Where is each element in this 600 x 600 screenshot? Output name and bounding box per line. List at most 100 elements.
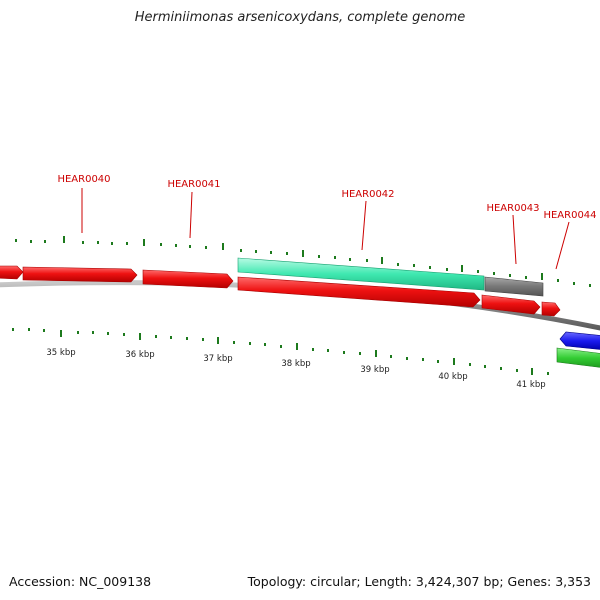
tick (509, 274, 511, 277)
tick (186, 337, 188, 340)
gene-track-upper (0, 257, 544, 297)
tick (334, 256, 336, 259)
gene-arrow[interactable] (22, 266, 138, 283)
gene-labels: HEAR0040 HEAR0041 HEAR0042 HEAR0043 HEAR… (57, 174, 596, 221)
tick (77, 331, 79, 334)
genome-summary-text: Topology: circular; Length: 3,424,307 bp… (247, 574, 591, 589)
scale-label: 38 kbp (281, 359, 310, 369)
leader-line (189, 191, 193, 239)
tick (557, 279, 559, 282)
tick (413, 264, 415, 267)
tick (547, 372, 549, 375)
leader-line (555, 221, 570, 270)
tick (249, 342, 251, 345)
scale-label: 41 kbp (516, 380, 545, 390)
tick (461, 265, 463, 272)
tick (123, 333, 125, 336)
gene-arrow-reverse[interactable] (559, 331, 600, 350)
gene-arrow[interactable] (0, 265, 24, 280)
tick (222, 243, 224, 250)
tick (531, 368, 533, 375)
gene-label[interactable]: HEAR0042 (341, 189, 394, 200)
tick (255, 250, 257, 253)
tick (406, 357, 408, 360)
tick (139, 333, 141, 340)
tick (43, 329, 45, 332)
tick (217, 337, 219, 344)
tick (573, 282, 575, 285)
tick (381, 257, 383, 264)
tick (270, 251, 272, 254)
gene-arrow[interactable] (481, 294, 541, 315)
accession-text: Accession: NC_009138 (9, 574, 152, 589)
scale-label: 36 kbp (125, 350, 154, 360)
tick (160, 243, 162, 246)
tick (349, 258, 351, 261)
gene-track-lower (237, 276, 600, 368)
tick (12, 328, 14, 331)
tick (453, 358, 455, 365)
scale-label: 40 kbp (438, 372, 467, 382)
scale-label: 37 kbp (203, 354, 232, 364)
tick (516, 369, 518, 372)
tick (92, 331, 94, 334)
tick (477, 270, 479, 273)
tick (484, 365, 486, 368)
tick (312, 348, 314, 351)
tick (397, 263, 399, 266)
tick (264, 343, 266, 346)
tick (28, 328, 30, 331)
tick (318, 255, 320, 258)
tick (375, 350, 377, 357)
tick (126, 242, 128, 245)
gene-label[interactable]: HEAR0044 (543, 210, 596, 221)
tick (202, 338, 204, 341)
inner-tick-row (12, 328, 549, 375)
tick (437, 360, 439, 363)
map-title: Herminiimonas arsenicoxydans, complete g… (134, 10, 466, 25)
tick (446, 268, 448, 271)
tick (296, 343, 298, 350)
tick (469, 363, 471, 366)
tick (111, 242, 113, 245)
gene-label[interactable]: HEAR0040 (57, 174, 110, 185)
tick (233, 341, 235, 344)
tick (525, 276, 527, 279)
gene-block-gray[interactable] (484, 276, 544, 297)
gene-block-green[interactable] (556, 347, 600, 368)
gene-arrow[interactable] (541, 301, 561, 317)
scale-labels: 35 kbp 36 kbp 37 kbp 38 kbp 39 kbp 40 kb… (46, 348, 545, 390)
tick (280, 345, 282, 348)
gene-label[interactable]: HEAR0041 (167, 179, 220, 190)
leader-line (512, 214, 517, 265)
tick (343, 351, 345, 354)
tick (429, 266, 431, 269)
tick (240, 249, 242, 252)
tick (143, 239, 145, 246)
tick (155, 335, 157, 338)
tick (359, 352, 361, 355)
tick (205, 246, 207, 249)
tick (82, 241, 84, 244)
tick (366, 259, 368, 262)
tick (30, 240, 32, 243)
tick (170, 336, 172, 339)
tick (500, 367, 502, 370)
tick (107, 332, 109, 335)
gene-block-highlighted[interactable] (237, 257, 485, 291)
tick (390, 355, 392, 358)
tick (589, 284, 591, 287)
tick (44, 240, 46, 243)
tick (327, 349, 329, 352)
gene-arrow[interactable] (142, 269, 234, 289)
gene-label[interactable]: HEAR0043 (486, 203, 539, 214)
gene-leaders (81, 188, 570, 270)
outer-tick-row (15, 236, 591, 287)
tick (97, 241, 99, 244)
gene-arrow[interactable] (237, 276, 481, 308)
tick (422, 358, 424, 361)
tick (189, 245, 191, 248)
scale-label: 39 kbp (360, 365, 389, 375)
leader-line (361, 200, 367, 251)
